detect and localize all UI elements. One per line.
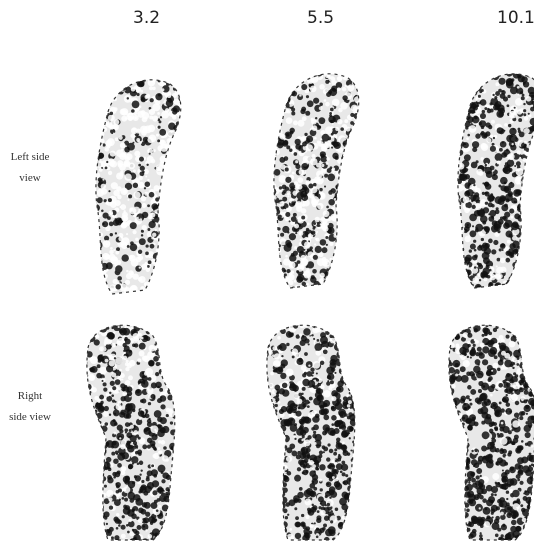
protein-rendering (448, 62, 534, 294)
protein-rendering (437, 316, 534, 542)
protein-rendering (75, 315, 187, 542)
row-label: Right side view (8, 386, 52, 428)
structure-renderings (0, 0, 534, 542)
protein-rendering (254, 315, 366, 542)
row-label: Left side view (8, 147, 52, 189)
column-header: 10.1 (497, 8, 534, 28)
column-header: 5.5 (307, 8, 334, 28)
column-header: 3.2 (133, 8, 160, 28)
figure: 3.2 5.5 10.1 Left side view Right side v… (0, 0, 534, 542)
